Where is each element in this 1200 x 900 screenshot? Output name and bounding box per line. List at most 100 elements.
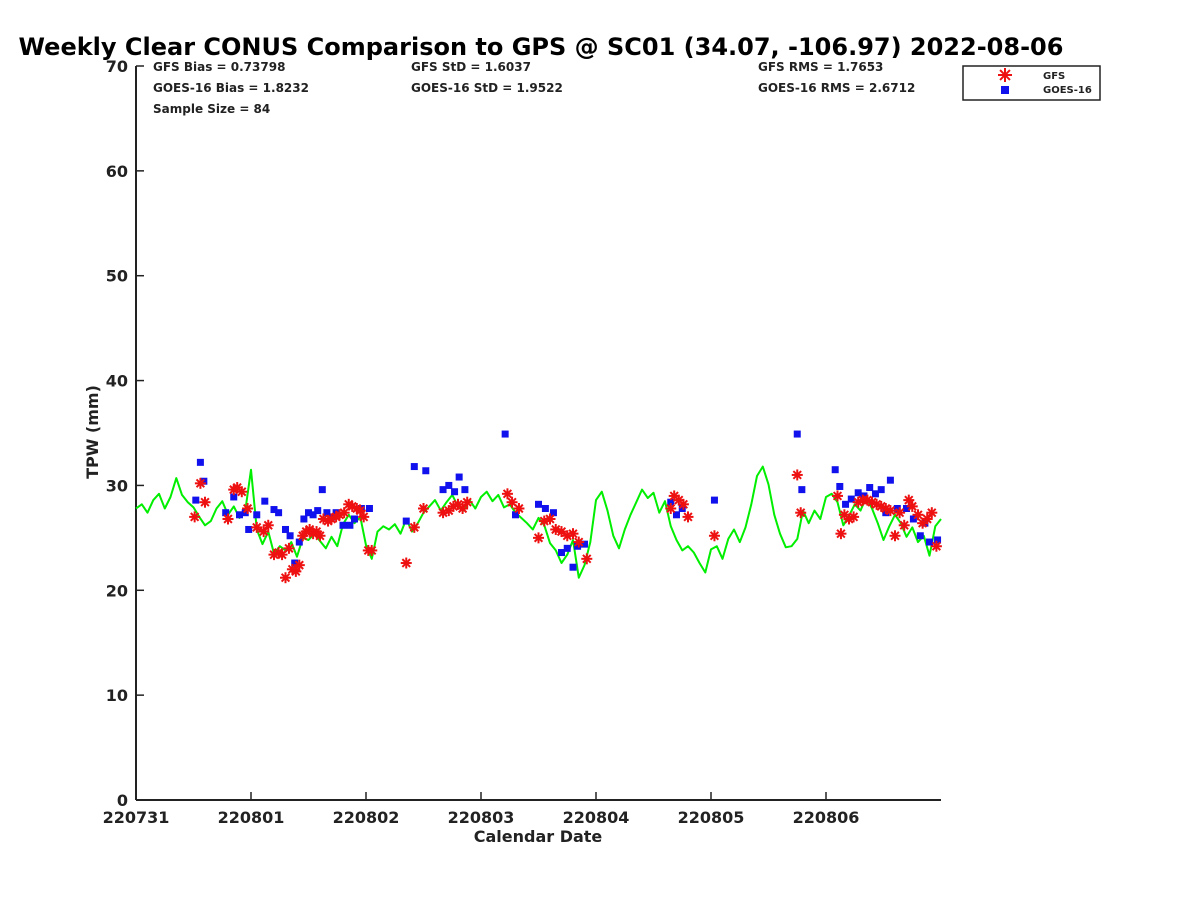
goes-16-point [309,511,317,519]
gfs-point [242,502,254,514]
goes-16-point [903,504,910,512]
gfs-point [912,509,924,521]
x-tick-label: 220804 [563,808,630,827]
gfs-point [408,521,420,533]
goes-16-point [402,517,410,525]
goes-16-point [222,509,230,517]
gfs-point [930,540,942,552]
y-tick-label: 40 [106,372,128,391]
goes-16-point [847,495,855,503]
legend-goes-label: GOES-16 [1043,85,1092,96]
legend-gfs-marker [998,68,1012,82]
x-tick-label: 220731 [103,808,170,827]
goes-16-point [673,511,680,519]
goes-bias: GOES-16 Bias = 1.8232 [153,81,309,95]
goes-16-point [422,467,430,475]
goes-16-point [410,463,418,471]
goes-16-point [196,458,204,466]
gfs-point [276,549,288,561]
goes-16-point [291,559,299,567]
gfs-point [189,511,201,523]
gfs-point [682,511,694,523]
goes-16-point [710,496,718,504]
y-tick-label: 0 [117,791,128,810]
gfs-point [358,511,370,523]
legend-gfs-asterisk [998,68,1012,82]
gfs-point [222,513,234,525]
y-tick-label: 20 [106,581,128,600]
goes-16-point [512,511,519,519]
goes-16-point [877,486,885,494]
gfs-point [290,565,302,577]
gfs-point [556,526,567,538]
goes-16-point [563,544,571,552]
gfs-point [544,513,556,525]
goes-16-point [893,504,901,512]
gfs-point [513,502,525,514]
gfs-point [677,498,689,510]
gfs-point [906,500,918,512]
goes-16-point [192,496,200,504]
gfs-point [573,536,585,548]
gfs-point [894,507,906,519]
gfs-point [506,496,518,508]
goes-16-point [831,466,839,474]
x-axis-label: Calendar Date [474,827,603,846]
goes-16-point [282,525,289,533]
legend-box [962,65,1101,101]
goes-16-point [305,509,312,517]
goes-16-point [842,500,850,508]
goes-16-point [909,515,917,523]
gfs-point [199,496,211,508]
gfs-point [262,519,274,531]
chart-title: Weekly Clear CONUS Comparison to GPS @ S… [19,33,1064,61]
gfs-point [258,526,270,538]
goes-16-point [351,515,358,523]
goes-16-point [886,476,894,484]
y-tick-label: 30 [106,476,128,495]
goes-16-point [581,540,588,548]
x-tick-label: 220806 [793,808,860,827]
goes-16-point [836,482,844,490]
gps-series-line [135,465,942,579]
gfs-point [283,542,295,554]
goes-rms: GOES-16 RMS = 2.6712 [758,81,915,95]
goes-16-point [569,563,577,571]
goes-16-point [455,473,463,481]
goes-16-point [574,542,582,550]
goes-16-point [678,504,686,512]
y-tick-label: 10 [106,686,128,705]
x-tick-label: 220803 [448,808,515,827]
goes-16-point [253,511,261,519]
gfs-point [400,557,412,569]
gfs-point [457,502,469,514]
goes-std: GOES-16 StD = 1.9522 [411,81,563,95]
y-tick-label: 60 [106,162,128,181]
y-tick-label: 70 [106,57,128,76]
goes-16-point [445,481,453,489]
goes-16-point [314,507,322,515]
goes-16-point [934,536,942,544]
gfs-point [926,507,938,519]
goes-16-point [286,532,294,540]
y-axis: 0 10 20 30 40 50 60 70 [106,57,144,810]
gfs-point [795,507,807,519]
goes-16-point [541,504,549,512]
goes-16-point [439,486,447,494]
goes-16-point [866,484,874,492]
gfs-point [832,490,843,502]
gfs-rms: GFS RMS = 1.7653 [758,60,883,74]
gfs-point [665,502,677,514]
goes-16-point [245,525,253,533]
goes-16-point [270,506,278,514]
goes-16-point [854,489,862,497]
x-axis: 220731 220801 220802 220803 220804 220805 2208… [103,792,860,827]
sample-size: Sample Size = 84 [153,102,270,116]
gfs-point [889,530,901,542]
gfs-point [708,530,720,542]
x-tick-label: 220802 [333,808,400,827]
gfs-point [334,509,346,521]
goes-16-point [793,430,801,438]
gfs-point [533,532,544,544]
gfs-point [567,528,579,540]
